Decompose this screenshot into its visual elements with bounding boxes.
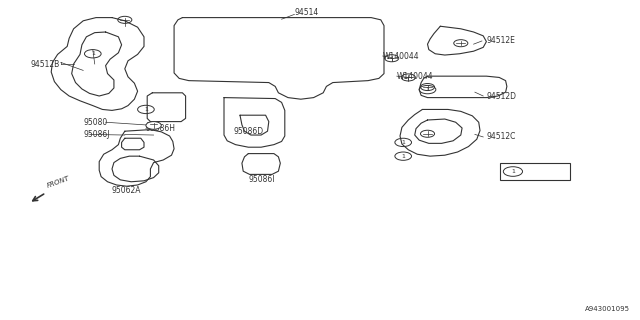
- Text: 94514: 94514: [294, 8, 319, 17]
- Text: 95086H: 95086H: [146, 124, 176, 133]
- Text: 1: 1: [144, 107, 148, 112]
- Text: 1: 1: [401, 140, 405, 145]
- Text: 1: 1: [426, 87, 429, 92]
- Text: 95086I: 95086I: [248, 175, 275, 184]
- Text: 1: 1: [401, 154, 405, 159]
- Text: 94512E: 94512E: [486, 36, 515, 45]
- Text: FRONT: FRONT: [46, 175, 70, 189]
- Text: 95086D: 95086D: [234, 127, 264, 136]
- Text: 95080: 95080: [83, 118, 108, 127]
- Text: A943001095: A943001095: [586, 306, 630, 312]
- Text: 95062A: 95062A: [112, 186, 141, 195]
- Text: 1: 1: [511, 169, 515, 174]
- Text: W140044: W140044: [397, 72, 433, 81]
- Text: 94512B: 94512B: [31, 60, 60, 68]
- Text: 94512C: 94512C: [486, 132, 516, 141]
- Text: W140044: W140044: [383, 52, 419, 60]
- FancyBboxPatch shape: [500, 163, 570, 180]
- Text: 94071P: 94071P: [533, 167, 562, 176]
- Text: 1: 1: [91, 51, 95, 56]
- Text: 94512D: 94512D: [486, 92, 516, 101]
- Text: 95086J: 95086J: [83, 130, 109, 139]
- Circle shape: [146, 122, 161, 129]
